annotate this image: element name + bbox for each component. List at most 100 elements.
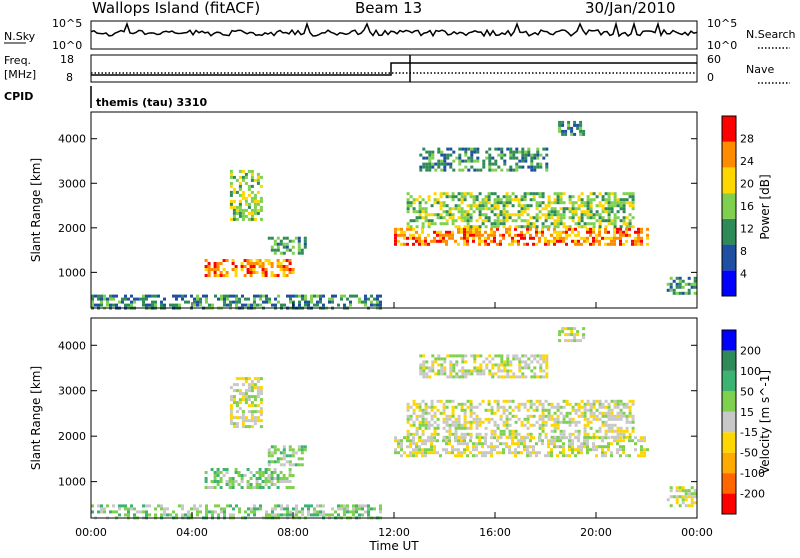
heatmap-cell (490, 207, 494, 211)
heatmap-cell (279, 480, 283, 483)
heatmap-cell (508, 429, 512, 433)
heatmap-cell (544, 432, 548, 436)
heatmap-cell (427, 225, 431, 229)
heatmap-cell (253, 377, 257, 381)
heatmap-cell (415, 216, 419, 220)
heatmap-cell (539, 354, 543, 358)
heatmap-cell (418, 213, 422, 217)
heatmap-cell (288, 460, 292, 464)
heatmap-cell (234, 265, 238, 268)
heatmap-cell (250, 401, 254, 405)
heatmap-cell (247, 193, 251, 197)
heatmap-cell (640, 236, 643, 240)
heatmap-cell (457, 204, 461, 208)
heatmap-cell (579, 120, 583, 124)
heatmap-cell (576, 330, 580, 334)
heatmap-cell (586, 399, 590, 403)
heatmap-cell (628, 213, 632, 217)
heatmap-cell (216, 483, 220, 486)
heatmap-cell (430, 423, 434, 427)
heatmap-cell (436, 216, 440, 220)
heatmap-cell (461, 372, 465, 376)
heatmap-cell (565, 414, 569, 418)
heatmap-cell (241, 416, 245, 420)
heatmap-cell (424, 210, 428, 214)
colorbar-segment (722, 350, 736, 371)
heatmap-cell (247, 425, 251, 429)
heatmap-cell (331, 294, 334, 298)
heatmap-cell (297, 236, 301, 240)
heatmap-cell (491, 363, 495, 367)
heatmap-cell (502, 408, 506, 412)
heatmap-cell (247, 513, 250, 517)
heatmap-cell (589, 204, 593, 208)
heatmap-cell (247, 217, 251, 221)
colorbar-tick-label: 28 (740, 133, 754, 146)
heatmap-cell (628, 233, 631, 237)
heatmap-cell (457, 448, 460, 452)
heatmap-cell (252, 265, 256, 268)
heatmap-cell (418, 420, 422, 424)
heatmap-cell (475, 414, 479, 418)
colorbar-tick-label: 15 (740, 406, 754, 419)
heatmap-cell (340, 504, 343, 508)
heatmap-cell (253, 205, 257, 209)
heatmap-cell (622, 207, 626, 211)
heatmap-cell (229, 404, 233, 408)
heatmap-cell (264, 268, 268, 271)
heatmap-cell (421, 239, 424, 243)
heatmap-cell (487, 195, 491, 199)
heatmap-cell (509, 156, 513, 160)
heatmap-cell (646, 242, 649, 246)
noise-right-tick-top: 10^5 (707, 17, 737, 30)
heatmap-cell (442, 405, 446, 409)
heatmap-cell (564, 129, 568, 133)
heatmap-cell (589, 201, 593, 205)
heatmap-cell (535, 216, 539, 220)
heatmap-cell (536, 150, 540, 154)
heatmap-cell (494, 147, 498, 151)
heatmap-cell (406, 222, 410, 226)
heatmap-cell (610, 201, 614, 205)
heatmap-cell (634, 448, 637, 452)
heatmap-cell (463, 420, 467, 424)
heatmap-cell (422, 369, 426, 373)
heatmap-cell (142, 303, 145, 307)
heatmap-cell (241, 425, 245, 429)
heatmap-cell (607, 219, 611, 223)
heatmap-cell (237, 483, 241, 486)
heatmap-cell (589, 408, 593, 412)
heatmap-cell (628, 411, 632, 415)
heatmap-cell (517, 408, 521, 412)
heatmap-cell (361, 300, 364, 304)
heatmap-cell (229, 193, 233, 197)
heatmap-cell (643, 451, 646, 455)
heatmap-cell (580, 414, 584, 418)
heatmap-cell (301, 297, 304, 301)
heatmap-cell (406, 420, 410, 424)
heatmap-cell (412, 423, 416, 427)
heatmap-cell (517, 213, 521, 217)
heatmap-cell (523, 402, 527, 406)
heatmap-cell (520, 420, 524, 424)
heatmap-cell (502, 399, 506, 403)
heatmap-cell (276, 486, 280, 489)
heatmap-cell (577, 216, 581, 220)
heatmap-cell (446, 375, 450, 379)
heatmap-cell (533, 354, 537, 358)
heatmap-cell (625, 239, 628, 243)
heatmap-cell (425, 156, 429, 160)
heatmap-cell (288, 448, 292, 452)
heatmap-cell (463, 435, 467, 439)
heatmap-cell (499, 219, 503, 223)
heatmap-cell (568, 411, 572, 415)
heatmap-cell (547, 242, 550, 246)
heatmap-cell (553, 207, 557, 211)
heatmap-cell (461, 360, 465, 364)
heatmap-cell (258, 474, 262, 477)
heatmap-cell (234, 271, 238, 274)
heatmap-cell (400, 439, 403, 443)
heatmap-cell (500, 153, 504, 157)
heatmap-cell (476, 354, 480, 358)
heatmap-cell (487, 236, 490, 240)
